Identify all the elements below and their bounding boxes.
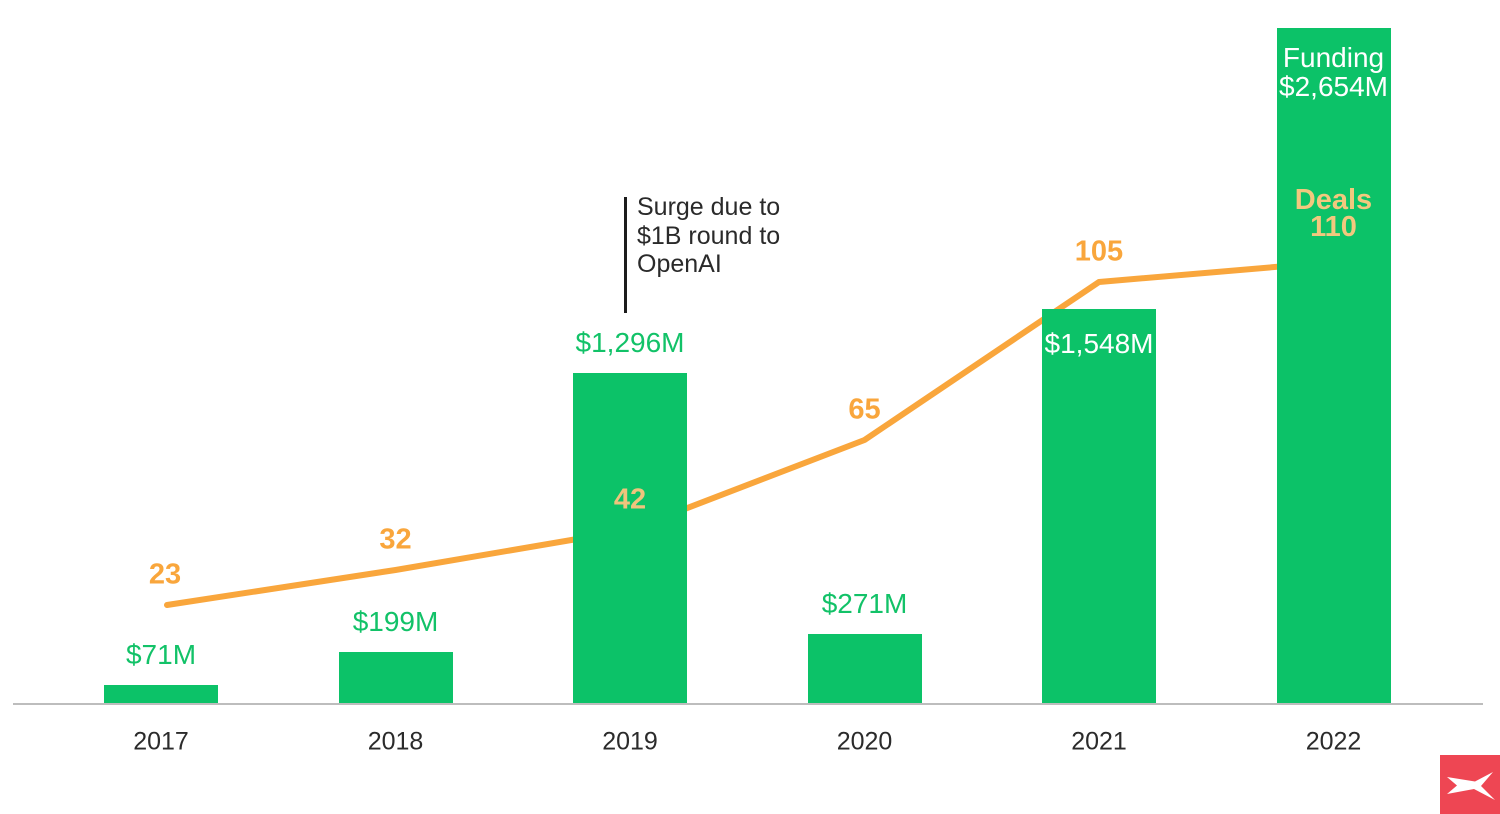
deals-label-2018: 32 bbox=[379, 523, 412, 556]
x-axis-label-2021: 2021 bbox=[1071, 727, 1127, 756]
xtb-logo bbox=[1440, 755, 1500, 814]
deals-label-2022: Deals 110 bbox=[1294, 184, 1373, 243]
bar-2017 bbox=[104, 685, 218, 703]
funding-label-2019: $1,296M bbox=[575, 327, 685, 358]
funding-label-2018: $199M bbox=[352, 606, 439, 637]
annotation-text: Surge due to $1B round to OpenAI bbox=[637, 193, 780, 279]
x-axis-label-2017: 2017 bbox=[133, 727, 189, 756]
funding-label-2020: $271M bbox=[821, 588, 908, 619]
deals-label-2019: 42 bbox=[613, 483, 647, 516]
stylized-x-icon bbox=[1440, 755, 1500, 814]
x-axis-label-2019: 2019 bbox=[602, 727, 658, 756]
deals-label-2017: 23 bbox=[148, 558, 182, 591]
x-axis-label-2022: 2022 bbox=[1305, 727, 1362, 756]
annotation-line-3: OpenAI bbox=[637, 250, 722, 278]
deals-line bbox=[164, 259, 1337, 608]
x-axis-baseline bbox=[13, 703, 1483, 705]
bar-2018 bbox=[338, 652, 453, 703]
bar-2020 bbox=[807, 634, 922, 703]
deals-label-2021: 105 bbox=[1074, 235, 1124, 268]
annotation-line-2: $1B round to bbox=[637, 221, 781, 250]
annotation-line-1: Surge due to bbox=[637, 193, 781, 221]
funding-label-2017: $71M bbox=[125, 639, 197, 670]
bar-2022 bbox=[1276, 28, 1391, 703]
bar-2019 bbox=[573, 373, 687, 703]
bar-2021 bbox=[1042, 309, 1156, 703]
funding-label-2022: Funding $2,654M bbox=[1279, 42, 1388, 102]
x-axis-label-2020: 2020 bbox=[836, 727, 893, 756]
annotation-pointer-line bbox=[624, 197, 627, 313]
x-axis-label-2018: 2018 bbox=[367, 727, 424, 756]
funding-label-2021: $1,548M bbox=[1044, 328, 1154, 359]
deals-label-2020: 65 bbox=[848, 393, 881, 426]
